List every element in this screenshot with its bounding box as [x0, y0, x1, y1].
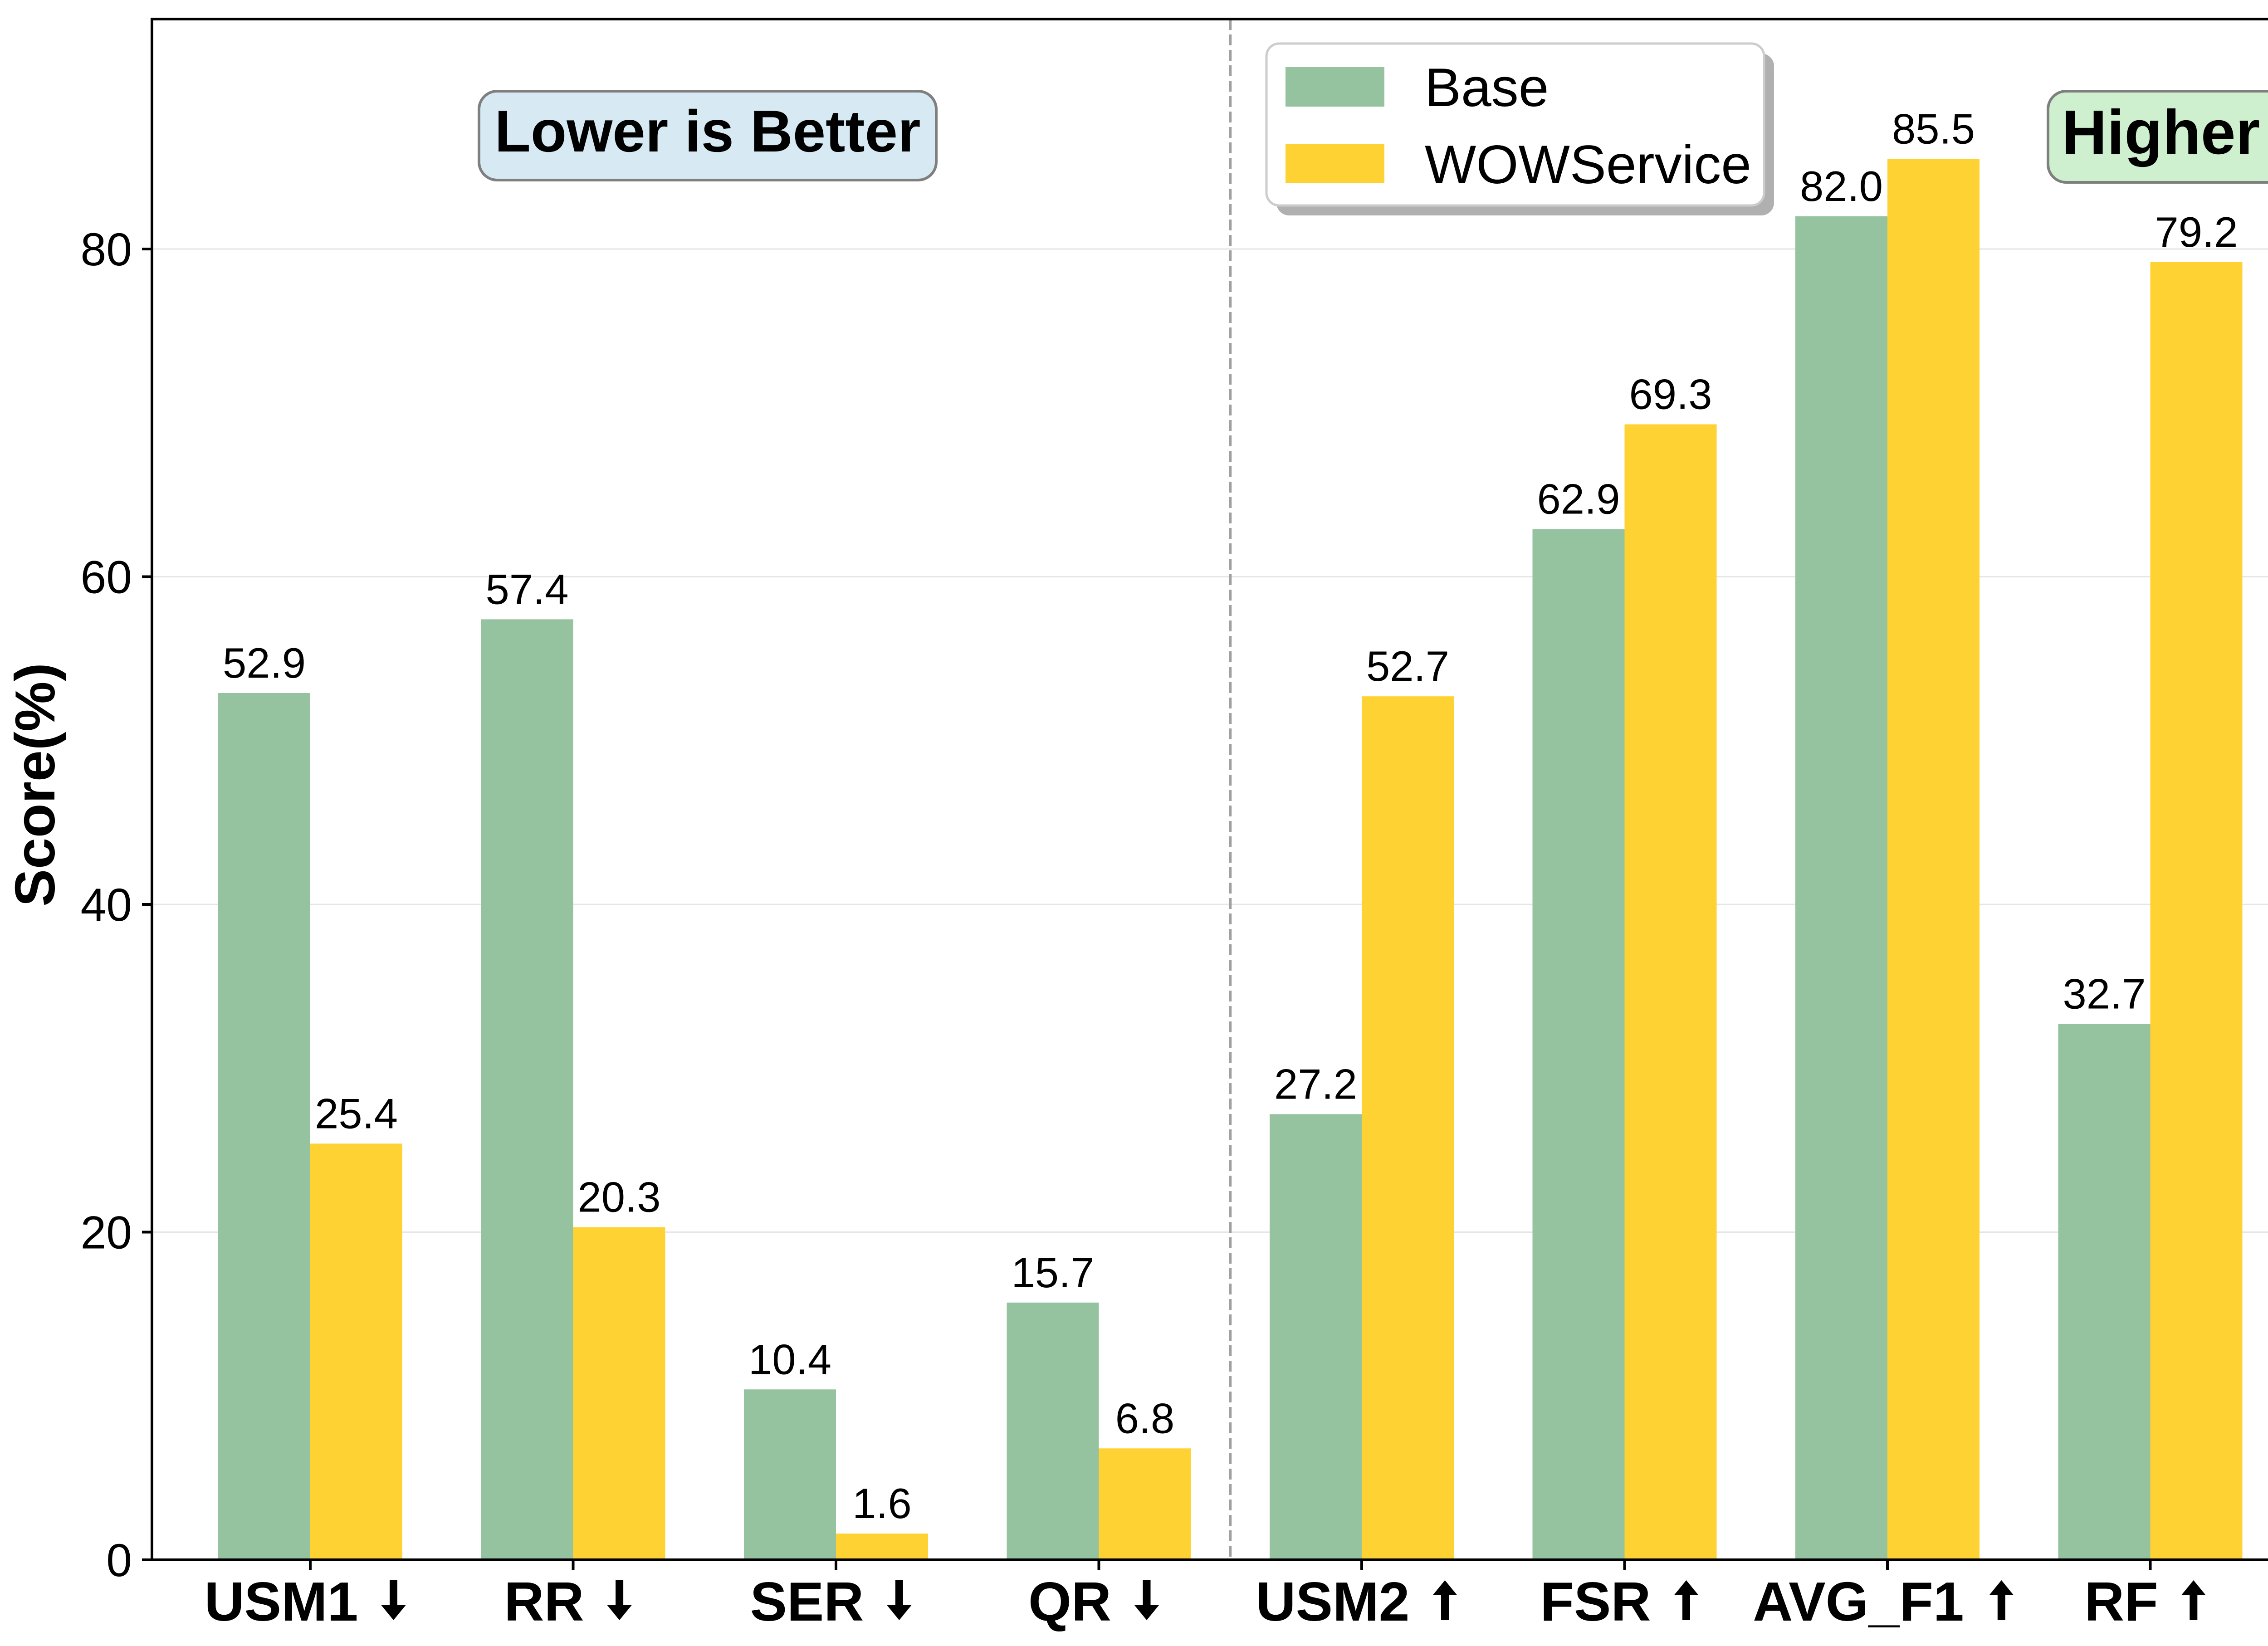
svg-text:82.0: 82.0 [1800, 162, 1883, 210]
svg-text:QR: QR [1028, 1571, 1111, 1632]
svg-text:RF: RF [2084, 1571, 2158, 1632]
svg-text:60: 60 [81, 552, 132, 603]
svg-text:WOWService: WOWService [1425, 134, 1751, 195]
svg-text:USM2: USM2 [1256, 1571, 1410, 1632]
svg-text:85.5: 85.5 [1892, 105, 1975, 152]
svg-text:RR: RR [504, 1571, 584, 1632]
svg-text:10.4: 10.4 [748, 1335, 831, 1383]
svg-text:79.2: 79.2 [2155, 208, 2238, 256]
svg-text:AVG_F1: AVG_F1 [1753, 1571, 1964, 1632]
svg-text:Score(%): Score(%) [4, 663, 67, 906]
svg-text:1.6: 1.6 [852, 1480, 912, 1527]
svg-text:6.8: 6.8 [1115, 1394, 1175, 1442]
svg-text:0: 0 [106, 1534, 132, 1586]
svg-text:69.3: 69.3 [1629, 371, 1712, 418]
svg-text:Lower is Better: Lower is Better [494, 98, 920, 164]
svg-text:USM1: USM1 [205, 1571, 358, 1632]
svg-text:52.7: 52.7 [1366, 642, 1449, 690]
svg-text:40: 40 [81, 879, 132, 931]
svg-text:Base: Base [1425, 57, 1549, 118]
svg-text:27.2: 27.2 [1274, 1060, 1357, 1108]
svg-text:52.9: 52.9 [223, 639, 306, 687]
svg-text:62.9: 62.9 [1537, 475, 1620, 523]
svg-text:Higher is Better: Higher is Better [2062, 98, 2268, 167]
svg-text:15.7: 15.7 [1012, 1249, 1095, 1296]
svg-text:FSR: FSR [1540, 1571, 1651, 1632]
svg-text:20.3: 20.3 [578, 1173, 661, 1221]
svg-text:57.4: 57.4 [486, 565, 569, 613]
svg-text:32.7: 32.7 [2063, 970, 2146, 1018]
svg-text:80: 80 [81, 224, 132, 275]
svg-text:SER: SER [750, 1571, 864, 1632]
svg-text:20: 20 [81, 1207, 132, 1259]
svg-text:25.4: 25.4 [315, 1089, 398, 1137]
